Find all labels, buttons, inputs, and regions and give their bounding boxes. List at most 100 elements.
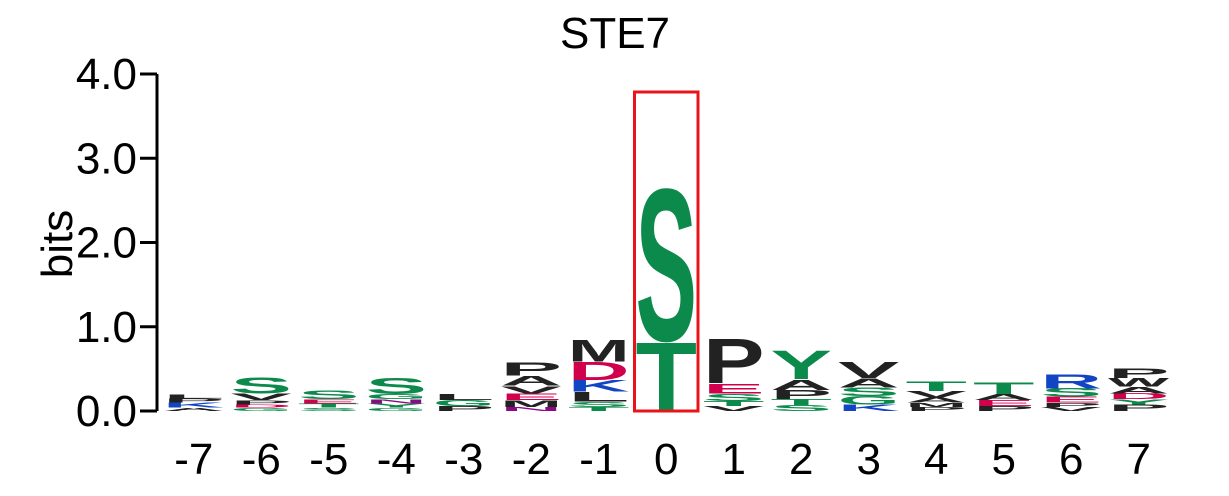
logo-letter: V <box>838 357 900 383</box>
logo-letter: P <box>1108 403 1169 413</box>
logo-letter: V <box>906 389 968 399</box>
logo-letter: N <box>501 406 563 413</box>
logo-letter: L <box>163 393 225 400</box>
logo-letter: R <box>1041 371 1102 393</box>
logo-letter: T <box>906 378 968 394</box>
logo-letter: Y <box>1108 398 1169 406</box>
logo-letter: M <box>906 402 968 408</box>
logo-letter: S <box>1041 386 1102 399</box>
logo-letter: S <box>838 385 899 398</box>
logo-letter: A <box>973 393 1034 402</box>
logo-letter: E <box>1041 395 1102 404</box>
x-tick-label: -2 <box>512 435 551 484</box>
logo-letter: A <box>906 396 967 404</box>
logo-letter: D <box>1108 392 1169 401</box>
logo-letter: K <box>838 403 900 414</box>
logo-letter: V <box>501 384 563 396</box>
y-tick-label: 2.0 <box>76 219 137 268</box>
x-tick-label: 1 <box>722 435 746 484</box>
logo-letter: P <box>771 387 832 401</box>
logo-letter: P <box>973 405 1034 413</box>
y-axis-ticks: 0.0 1.0 2.0 3.0 4.0 <box>76 50 157 436</box>
logo-letter: A <box>163 407 224 412</box>
logo-letter: T <box>973 380 1035 398</box>
logo-letter: E <box>973 399 1034 408</box>
logo-letter: S <box>636 145 697 387</box>
logo-letter: S <box>703 391 764 403</box>
logo-letter: A <box>501 373 563 389</box>
logo-column: PGL <box>433 393 494 413</box>
logo-letter: V <box>703 405 764 413</box>
logo-letter: L <box>433 393 494 402</box>
logo-letter: K <box>163 401 225 409</box>
logo-letter: W <box>1108 376 1169 389</box>
logo-letter: N <box>366 398 428 405</box>
logo-letter: V <box>1041 406 1102 413</box>
logo-letter: E <box>298 398 360 405</box>
logo-letter: P <box>501 359 563 380</box>
logo-letter: T <box>636 323 697 433</box>
logo-letter: Y <box>366 402 428 409</box>
y-axis-label: bits <box>33 210 82 278</box>
logo-letter: A <box>771 376 832 393</box>
logo-letter: P <box>703 325 764 397</box>
x-tick-label: -5 <box>309 435 348 484</box>
x-tick-label: -3 <box>444 435 483 484</box>
logo-letter: G <box>366 393 427 401</box>
y-tick-label: 0.0 <box>76 387 137 436</box>
logo-letter: P <box>231 399 293 406</box>
x-tick-label: 2 <box>789 435 813 484</box>
logo-letter: Y <box>771 342 832 388</box>
x-tick-label: -1 <box>579 435 618 484</box>
logo-letter: P <box>1108 365 1169 381</box>
y-tick-label: 4.0 <box>76 50 137 99</box>
logo-letter: P <box>1041 402 1103 409</box>
x-tick-label: -6 <box>242 435 281 484</box>
x-tick-label: -7 <box>174 435 213 484</box>
logo-letter: G <box>231 407 292 412</box>
logo-letter: S <box>366 373 427 399</box>
x-tick-label: 4 <box>924 435 948 484</box>
logo-letter: G <box>433 399 494 408</box>
x-tick-label: 7 <box>1127 435 1151 484</box>
logo-letter: K <box>568 377 629 395</box>
x-axis-ticks: -7 -6 -5 -4 -3 -2 -1 0 1 2 3 4 5 6 7 <box>174 435 1151 484</box>
logo-letter: P <box>433 405 494 413</box>
logo-letter: S <box>298 407 360 412</box>
logo-letter: S <box>771 404 832 413</box>
y-tick-label: 3.0 <box>76 134 137 183</box>
logo-letter: G <box>366 407 427 412</box>
x-tick-label: 3 <box>857 435 881 484</box>
logo-letter: G <box>838 394 899 407</box>
logo-letter: S <box>298 389 359 402</box>
x-tick-label: 6 <box>1059 435 1083 484</box>
logo-letter: M <box>501 398 562 408</box>
logo-letter: E <box>501 392 562 402</box>
logo-letter: T <box>298 402 360 409</box>
logo-letter: V <box>231 392 293 402</box>
y-tick-label: 1.0 <box>76 303 137 352</box>
logo-letter: E <box>703 381 764 397</box>
logo-letter: T <box>568 406 630 413</box>
logo-letter: A <box>1108 385 1170 396</box>
logo-letter: T <box>771 398 832 407</box>
logo-letter: P <box>906 406 968 413</box>
logo-letter: S <box>231 372 292 398</box>
logo-letter: D <box>568 357 629 386</box>
logo-letter: T <box>703 400 765 408</box>
logo-letter: P <box>163 397 225 404</box>
logo-letter: M <box>568 333 629 368</box>
x-tick-label: 0 <box>654 435 678 484</box>
logo-letter: L <box>568 389 629 405</box>
